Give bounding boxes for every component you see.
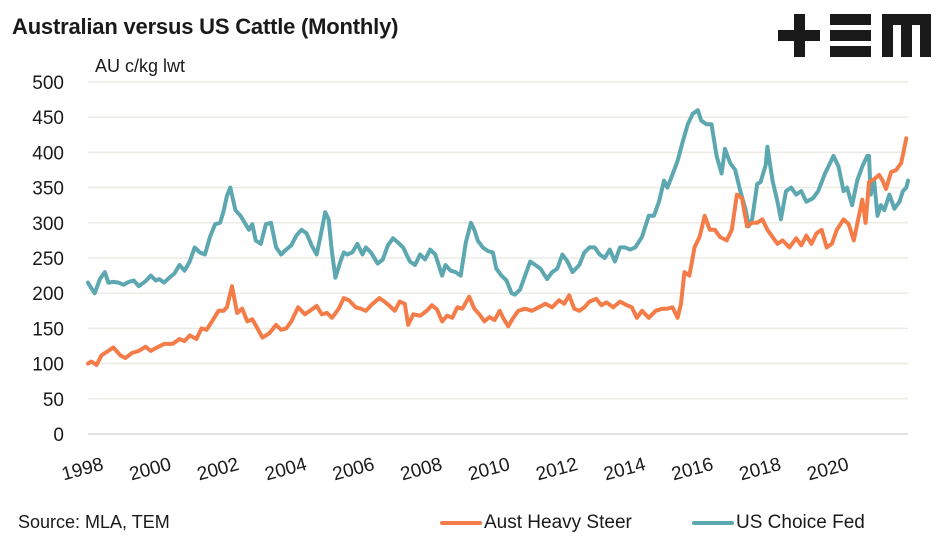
y-tick-label: 0 — [53, 425, 64, 446]
y-tick-label: 50 — [43, 390, 64, 411]
legend-label-aust: Aust Heavy Steer — [484, 512, 632, 533]
chart-title: Australian versus US Cattle (Monthly) — [12, 14, 399, 39]
y-tick-label: 150 — [32, 319, 64, 340]
series-lines — [86, 108, 910, 367]
y-tick-label: 350 — [32, 179, 64, 200]
legend-swatch-aust — [440, 521, 482, 525]
source-note: Source: MLA, TEM — [18, 512, 170, 532]
series-line-aust-heavy-steer — [86, 136, 909, 367]
series-line-us-choice-fed — [86, 108, 910, 297]
x-tick-label: 2010 — [466, 454, 512, 485]
x-tick-label: 2008 — [398, 454, 444, 485]
x-tick-label: 2014 — [602, 454, 649, 485]
x-tick-label: 2012 — [534, 454, 580, 485]
y-tick-label: 500 — [32, 73, 64, 94]
legend-item-aust-heavy-steer: Aust Heavy Steer — [440, 512, 632, 534]
gridlines — [88, 81, 908, 435]
y-tick-label: 100 — [32, 355, 64, 376]
y-tick-label: 300 — [32, 214, 64, 235]
y-tick-label: 400 — [32, 143, 64, 164]
logo-e-middle — [830, 30, 871, 41]
legend-swatch-us — [692, 521, 734, 525]
logo-plus-vertical — [794, 14, 805, 57]
x-tick-label: 2006 — [331, 454, 377, 485]
y-tick-label: 250 — [32, 249, 64, 270]
x-tick-label: 2002 — [195, 454, 241, 485]
x-tick-label: 2016 — [669, 454, 715, 485]
y-axis-unit-label: AU c/kg lwt — [95, 56, 186, 76]
logo-e-top — [830, 14, 871, 25]
logo-m — [882, 14, 931, 57]
x-tick-label: 1998 — [59, 454, 105, 485]
x-tick-label: 2004 — [263, 454, 310, 485]
legend-item-us-choice-fed: US Choice Fed — [692, 512, 865, 534]
x-tick-label: 2018 — [737, 454, 783, 485]
tem-logo — [778, 14, 931, 57]
logo-e-bottom — [830, 46, 871, 57]
x-axis-ticks: 1998 2000 2002 2004 2006 2008 2010 2012 2014 2016… — [59, 454, 851, 485]
x-tick-label: 2000 — [127, 454, 173, 485]
y-tick-label: 200 — [32, 284, 64, 305]
x-tick-label: 2020 — [805, 454, 851, 485]
legend-label-us: US Choice Fed — [736, 512, 865, 533]
y-tick-label: 450 — [32, 108, 64, 129]
y-axis-ticks: 0 50 100 150 200 250 300 350 400 450 500 — [32, 73, 64, 446]
